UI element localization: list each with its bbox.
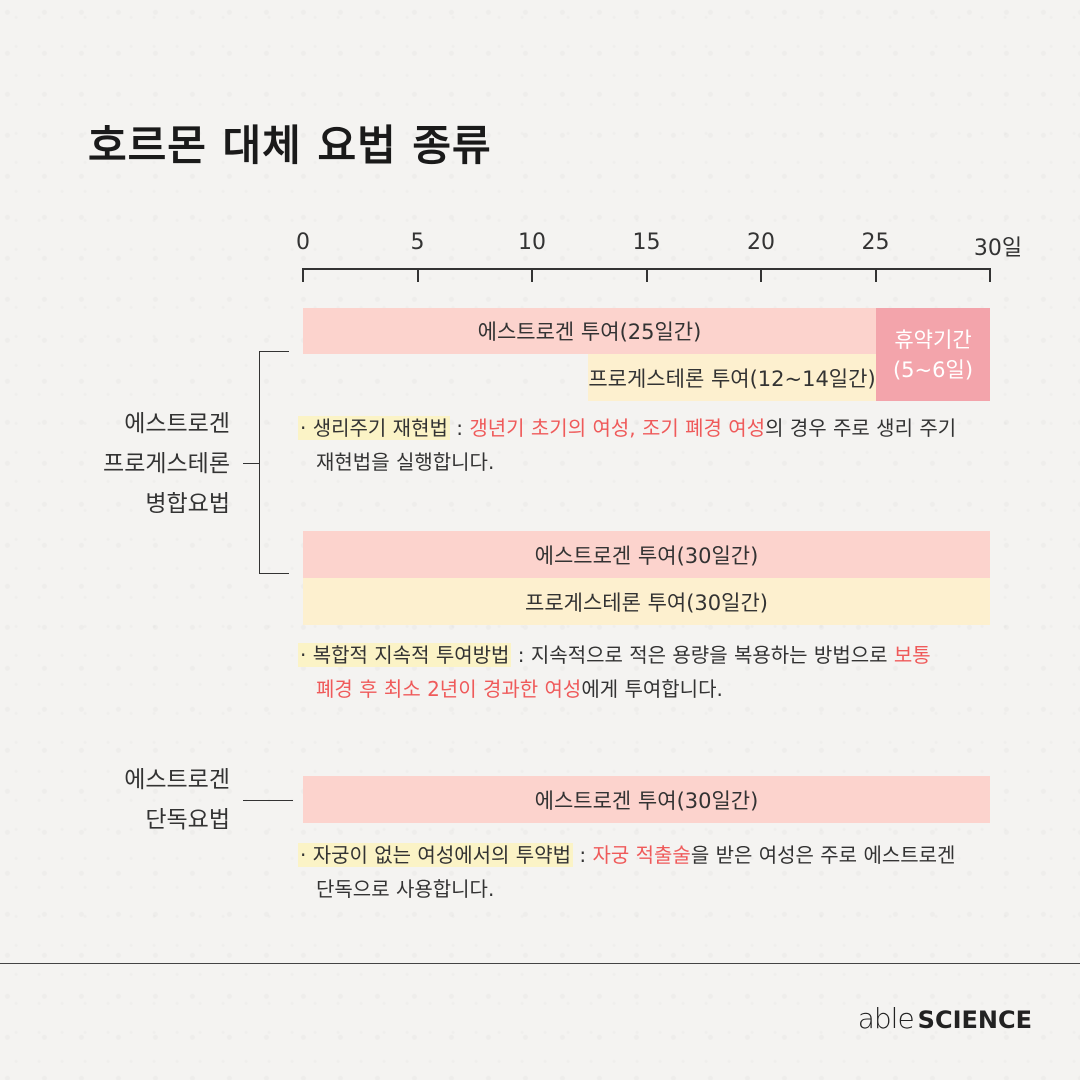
cyclic-estrogen-bar: 에스트로겐 투여(25일간)	[303, 308, 876, 354]
continuous-estrogen-bar: 에스트로겐 투여(30일간)	[303, 531, 990, 578]
axis-tick	[874, 268, 877, 282]
axis-tick-label: 30일	[973, 236, 1023, 261]
able-science-logo: able SCIENCE	[858, 1002, 1032, 1035]
cyclic-note-term: · 생리주기 재현법	[298, 416, 450, 440]
continuous-note-red-1: 보통	[893, 643, 931, 667]
axis-tick-label: 25	[861, 230, 890, 255]
single-connector	[243, 800, 293, 801]
single-note-highlight-red: 자궁 적출술	[592, 843, 691, 867]
single-note-line-2: 단독으로 사용합니다.	[316, 877, 495, 901]
continuous-note-term: · 복합적 지속적 투여방법	[298, 643, 512, 667]
continuous-progesterone-bar-label: 프로게스테론 투여(30일간)	[525, 590, 768, 615]
cyclic-note-line-2: 재현법을 실행합니다.	[316, 450, 495, 474]
continuous-note-red-2: 폐경 후 최소 2년이 경과한 여성	[316, 677, 582, 701]
combined-bracket-vertical	[259, 351, 260, 574]
cyclic-estrogen-bar-label: 에스트로겐 투여(25일간)	[477, 320, 702, 344]
axis-tick	[760, 268, 762, 282]
single-label-line-1: 에스트로겐	[124, 767, 230, 793]
axis-tick-label: 20	[747, 230, 775, 255]
combined-therapy-label: 에스트로겐 프로게스테론 병합요법	[103, 404, 230, 524]
single-estrogen-bar: 에스트로겐 투여(30일간)	[303, 776, 990, 823]
axis-tick	[416, 268, 419, 282]
rest-period-days: (5~6일)	[892, 357, 974, 382]
cyclic-note: · 생리주기 재현법 : 갱년기 초기의 여성, 조기 폐경 여성의 경우 주로…	[298, 416, 957, 474]
axis-tick	[302, 268, 304, 282]
axis-tick	[989, 268, 991, 282]
single-note: · 자궁이 없는 여성에서의 투약법 : 자궁 적출술을 받은 여성은 주로 에…	[298, 843, 956, 901]
continuous-estrogen-bar-label: 에스트로겐 투여(30일간)	[534, 543, 759, 568]
combined-bracket-stem	[243, 463, 260, 464]
cyclic-progesterone-bar: 프로게스테론 투여(12~14일간)	[588, 354, 876, 401]
combined-label-line-2: 프로게스테론	[103, 451, 230, 477]
footer-divider	[0, 963, 1080, 964]
axis-tick	[645, 268, 648, 282]
rest-period-bar: 휴약기간 (5~6일)	[876, 308, 990, 401]
combined-label-line-3: 병합요법	[145, 491, 230, 517]
page-title: 호르몬 대체 요법 종류	[88, 121, 492, 170]
axis-tick-label: 15	[632, 230, 661, 255]
continuous-progesterone-bar: 프로게스테론 투여(30일간)	[303, 578, 990, 625]
single-label-line-2: 단독요법	[145, 807, 230, 833]
cyclic-note-highlight-red: 갱년기 초기의 여성, 조기 폐경 여성	[469, 416, 766, 440]
combined-label-line-1: 에스트로겐	[124, 411, 230, 437]
axis-tick-label: 10	[518, 230, 546, 255]
continuous-note: · 복합적 지속적 투여방법 : 지속적으로 적은 용량을 복용하는 방법으로 …	[298, 643, 931, 701]
single-therapy-label: 에스트로겐 단독요법	[124, 760, 230, 840]
combined-bracket-top	[259, 351, 289, 352]
logo-able-text: able	[857, 1002, 915, 1035]
single-estrogen-bar-label: 에스트로겐 투여(30일간)	[534, 788, 759, 813]
rest-period-label: 휴약기간	[894, 327, 972, 352]
axis-tick-label: 5	[410, 230, 425, 255]
cyclic-progesterone-bar-label: 프로게스테론 투여(12~14일간)	[588, 366, 876, 391]
logo-science-text: SCIENCE	[917, 1006, 1032, 1034]
combined-bracket-bottom	[259, 573, 289, 574]
single-note-term: · 자궁이 없는 여성에서의 투약법	[298, 843, 573, 867]
axis-tick-label: 0	[296, 230, 310, 255]
axis-tick	[531, 268, 533, 282]
